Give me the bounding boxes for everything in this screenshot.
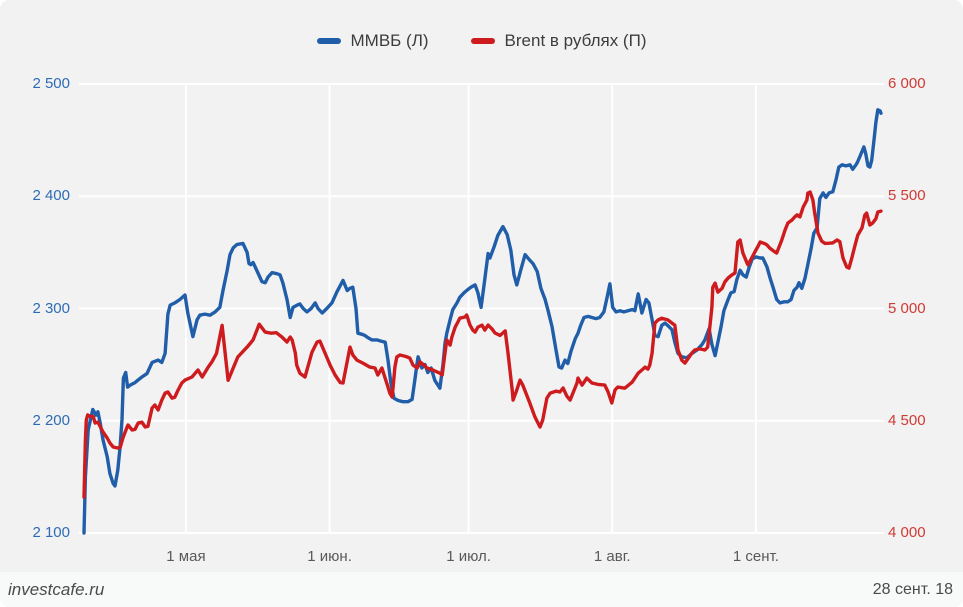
x-axis-label: 1 июн. bbox=[307, 548, 352, 565]
legend-marker-brent-icon bbox=[470, 38, 495, 44]
source-watermark: investcafe.ru bbox=[8, 579, 105, 599]
y-axis-label-left: 2 400 bbox=[32, 187, 70, 205]
y-axis-label-left: 2 500 bbox=[32, 75, 70, 92]
y-axis-label-right: 4 000 bbox=[888, 524, 926, 541]
y-axis-label-right: 6 000 bbox=[888, 75, 926, 92]
y-axis-label-left: 2 200 bbox=[32, 411, 70, 429]
chart-legend: ММВБ (Л) Brent в рублях (П) bbox=[0, 29, 963, 53]
x-axis-label: 1 июл. bbox=[446, 548, 491, 565]
y-axis-label-right: 4 500 bbox=[888, 411, 926, 429]
y-axis-label-left: 2 100 bbox=[32, 524, 70, 541]
chart-date: 28 сент. 18 bbox=[872, 580, 953, 598]
x-axis-label: 1 сент. bbox=[732, 548, 779, 565]
y-axis-label-right: 5 000 bbox=[888, 299, 926, 317]
legend-label-brent: Brent в рублях (П) bbox=[504, 31, 647, 50]
x-axis-label: 1 мая bbox=[166, 548, 206, 565]
y-axis-label-right: 5 500 bbox=[888, 187, 926, 205]
legend-item-mmvb[interactable]: ММВБ (Л) bbox=[316, 31, 429, 51]
x-axis-label: 1 авг. bbox=[593, 548, 631, 565]
legend-label-mmvb: ММВБ (Л) bbox=[350, 31, 429, 50]
series-line-mmvb bbox=[82, 108, 883, 535]
chart-footer: investcafe.ru 28 сент. 18 bbox=[0, 572, 963, 607]
series-line-brent bbox=[82, 190, 883, 499]
legend-item-brent[interactable]: Brent в рублях (П) bbox=[470, 31, 647, 51]
y-axis-label-left: 2 300 bbox=[32, 299, 70, 317]
legend-marker-mmvb-icon bbox=[316, 38, 341, 44]
